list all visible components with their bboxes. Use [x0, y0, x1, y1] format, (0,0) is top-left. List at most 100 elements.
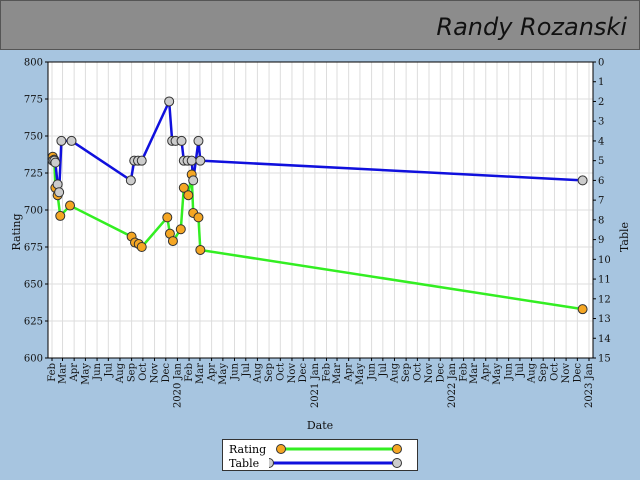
- table-point: [577, 175, 588, 186]
- rating-point: [193, 212, 204, 223]
- legend-label-table: Table: [229, 456, 260, 470]
- y-tick-label: 700: [24, 206, 43, 217]
- table-point: [164, 96, 175, 107]
- legend-swatch-rating: [276, 444, 402, 454]
- y2-tick-label: 10: [598, 255, 611, 266]
- y2-tick-label: 8: [598, 215, 604, 226]
- x-tick-label: Apr: [344, 363, 355, 383]
- x-tick-label: Jul: [515, 363, 526, 378]
- y-tick-label: 625: [24, 317, 43, 328]
- x-tick-label: Sep: [538, 363, 549, 382]
- y2-tick-label: 9: [598, 235, 604, 246]
- y2-tick-label: 6: [598, 176, 604, 187]
- x-tick-label: Jul: [241, 363, 252, 378]
- y2-tick-label: 1: [598, 77, 604, 88]
- y-tick-label: 725: [24, 169, 43, 180]
- rating-point: [195, 244, 206, 255]
- table-point: [66, 135, 77, 146]
- x-tick-label: Feb: [184, 363, 195, 382]
- x-axis-ticks: Feb Mar Apr May Jun Jul Aug Sep Oct Nov Dec 2020 Ja…: [47, 358, 595, 408]
- player-name: Randy Rozanski: [436, 13, 627, 41]
- x-tick-label: Oct: [138, 363, 149, 381]
- x-tick-label: Nov: [150, 363, 161, 384]
- table-point: [54, 187, 65, 198]
- y-tick-label: 650: [24, 280, 43, 291]
- y-tick-label: 675: [24, 243, 43, 254]
- y2-tick-label: 0: [598, 58, 604, 69]
- x-tick-label: Mar: [58, 363, 69, 384]
- table-point: [186, 155, 197, 166]
- x-tick-label: Dec: [298, 363, 309, 383]
- table-point: [50, 157, 61, 168]
- y2-tick-label: 11: [598, 275, 611, 286]
- y2-tick-label: 4: [598, 136, 604, 147]
- x-axis-label: Date: [307, 419, 333, 432]
- header-bar: Randy Rozanski: [0, 0, 640, 50]
- x-tick-label: Oct: [275, 363, 286, 381]
- y2-tick-label: 13: [598, 314, 611, 325]
- x-tick-label: Jun: [230, 362, 241, 380]
- rating-point: [65, 200, 76, 211]
- y2-tick-label: 14: [598, 334, 611, 345]
- x-tick-label: Dec: [435, 363, 446, 383]
- x-tick-label: May: [218, 363, 229, 385]
- x-tick-label: Jun: [504, 362, 515, 380]
- rating-point: [55, 210, 66, 221]
- x-tick-label: 2022 Jan: [447, 362, 458, 408]
- x-tick-label: Dec: [572, 363, 583, 383]
- x-tick-label: Jul: [103, 363, 114, 378]
- x-tick-label: Feb: [47, 363, 58, 382]
- legend-item-table: Table: [229, 456, 409, 470]
- x-tick-label: May: [355, 363, 366, 385]
- x-tick-label: May: [492, 363, 503, 385]
- x-tick-label: 2023 Jan: [584, 362, 595, 408]
- x-tick-label: Aug: [389, 362, 400, 384]
- x-tick-label: Jul: [378, 363, 389, 378]
- x-tick-label: Mar: [195, 363, 206, 384]
- grid-lines: [48, 62, 593, 358]
- left-axis-ticks: 600 625 650 675 700 725 750 775 800: [24, 58, 48, 365]
- y2-tick-label: 2: [598, 97, 604, 108]
- y-tick-label: 750: [24, 132, 43, 143]
- x-tick-label: Mar: [469, 363, 480, 384]
- x-tick-label: Nov: [561, 363, 572, 384]
- y-tick-label: 600: [24, 354, 43, 365]
- x-tick-label: Aug: [252, 362, 263, 384]
- legend-item-rating: Rating: [229, 442, 409, 456]
- rating-point: [136, 242, 147, 252]
- legend: Rating Table: [222, 439, 418, 471]
- table-point: [56, 135, 67, 146]
- x-tick-label: Jun: [92, 362, 103, 380]
- x-tick-label: May: [80, 363, 91, 385]
- table-point: [136, 155, 147, 166]
- rating-point: [178, 182, 189, 193]
- table-point: [176, 135, 187, 146]
- y2-tick-label: 15: [598, 354, 611, 365]
- y-tick-label: 775: [24, 95, 43, 106]
- y2-axis-label: Table: [618, 222, 631, 252]
- y2-tick-label: 12: [598, 294, 611, 305]
- x-tick-label: Nov: [424, 363, 435, 384]
- rating-point: [183, 190, 194, 201]
- x-tick-label: Sep: [401, 363, 412, 382]
- x-tick-label: Mar: [332, 363, 343, 384]
- table-point: [195, 155, 206, 166]
- rating-point: [577, 304, 588, 315]
- rating-point: [162, 212, 173, 223]
- x-tick-label: Apr: [69, 363, 80, 383]
- y-axis-label: Rating: [10, 213, 23, 250]
- y2-tick-label: 5: [598, 156, 604, 167]
- legend-swatch-table: [269, 458, 402, 468]
- x-tick-label: 2020 Jan: [172, 362, 183, 408]
- legend-label-rating: Rating: [229, 442, 267, 456]
- x-tick-label: Sep: [127, 363, 138, 382]
- x-tick-label: Oct: [412, 363, 423, 381]
- x-tick-label: 2021 Jan: [310, 362, 321, 408]
- x-tick-label: Feb: [459, 363, 470, 382]
- rating-point: [167, 236, 178, 247]
- x-tick-label: Aug: [527, 362, 538, 384]
- table-point: [193, 135, 204, 146]
- table-point: [125, 175, 136, 186]
